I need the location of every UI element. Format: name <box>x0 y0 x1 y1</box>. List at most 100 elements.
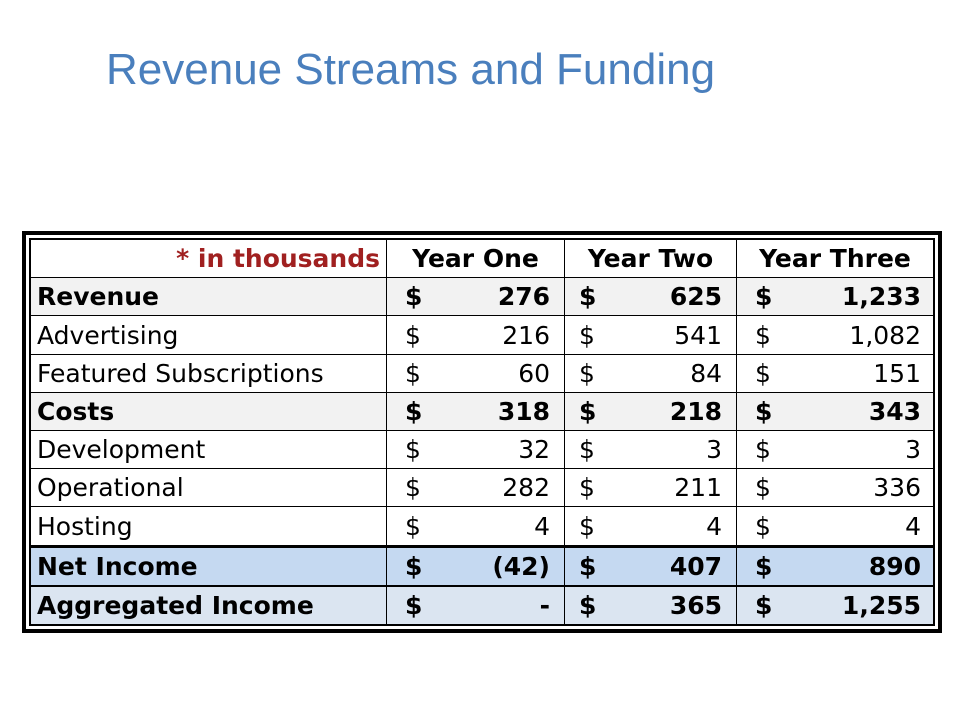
table-row-advertising: Advertising $216 $541 $1,082 <box>31 315 933 354</box>
cell-value: 336 <box>873 473 921 503</box>
year-three-cell: $336 <box>737 469 933 506</box>
cell-value: 60 <box>518 358 550 388</box>
year-one-cell: $60 <box>387 354 565 392</box>
cell-value: 211 <box>674 473 722 503</box>
currency-symbol: $ <box>579 358 595 388</box>
year-one-cell: $282 <box>387 469 565 507</box>
cell-value: 3 <box>706 435 722 465</box>
currency-symbol: $ <box>755 358 771 388</box>
cell-value: 318 <box>497 396 550 426</box>
currency-symbol: $ <box>405 511 421 541</box>
cell-value: 216 <box>502 320 550 350</box>
cell-value: 282 <box>502 473 550 503</box>
column-header-year-three: Year Three <box>759 244 911 274</box>
cell-value: 151 <box>873 358 921 388</box>
year-two-cell: $4 <box>565 507 737 545</box>
currency-symbol: $ <box>579 551 597 581</box>
cell-value: 4 <box>534 511 550 541</box>
currency-symbol: $ <box>579 590 597 620</box>
cell-value: 1,233 <box>841 282 921 312</box>
year-three-cell: $343 <box>737 393 933 430</box>
table-row-aggregated-income: Aggregated Income $ - $365 $1,255 <box>31 584 933 625</box>
cell-value: 365 <box>669 590 722 620</box>
currency-symbol: $ <box>405 435 421 465</box>
cell-value: 343 <box>868 396 921 426</box>
currency-symbol: $ <box>755 551 773 581</box>
year-one-cell: $ - <box>387 586 565 625</box>
year-three-cell: $3 <box>737 431 933 468</box>
cell-value: 1,082 <box>849 320 921 350</box>
currency-symbol: $ <box>405 320 421 350</box>
currency-symbol: $ <box>405 282 423 312</box>
row-label: Development <box>31 431 387 469</box>
row-label: Operational <box>31 469 387 507</box>
currency-symbol: $ <box>755 590 773 620</box>
year-two-cell: $3 <box>565 431 737 469</box>
row-label: Hosting <box>31 507 387 545</box>
year-two-cell: $365 <box>565 586 737 625</box>
currency-symbol: $ <box>579 435 595 465</box>
currency-symbol: $ <box>579 511 595 541</box>
column-header-year-one: Year One <box>387 240 565 278</box>
currency-symbol: $ <box>579 473 595 503</box>
year-two-cell: $84 <box>565 354 737 392</box>
year-one-cell: $4 <box>387 507 565 545</box>
row-label: Costs <box>31 392 387 431</box>
currency-symbol: $ <box>405 590 423 620</box>
row-label: Revenue <box>31 278 387 316</box>
header-units-note: * in thousands <box>31 240 387 278</box>
currency-symbol: $ <box>755 473 771 503</box>
cell-value: 407 <box>669 551 722 581</box>
table-row-hosting: Hosting $4 $4 $4 <box>31 506 933 545</box>
year-three-cell: $1,233 <box>737 278 933 315</box>
currency-symbol: $ <box>579 282 597 312</box>
cell-value: 4 <box>905 511 921 541</box>
cell-value: 1,255 <box>841 590 921 620</box>
table-row-development: Development $32 $3 $3 <box>31 430 933 469</box>
currency-symbol: $ <box>579 320 595 350</box>
table-body: * in thousands Year One Year Two Year Th… <box>29 238 935 626</box>
table-header-row: * in thousands Year One Year Two Year Th… <box>31 240 933 278</box>
cell-value: 890 <box>868 551 921 581</box>
year-three-cell: $890 <box>737 548 933 585</box>
cell-value: 625 <box>669 282 722 312</box>
currency-symbol: $ <box>405 396 423 426</box>
year-two-cell: $407 <box>565 547 737 585</box>
year-two-cell: $211 <box>565 469 737 507</box>
year-one-cell: $32 <box>387 431 565 469</box>
year-three-cell: $151 <box>737 355 933 392</box>
year-one-cell: $276 <box>387 278 565 316</box>
cell-value: (42) <box>492 551 550 581</box>
currency-symbol: $ <box>755 282 773 312</box>
row-label: Advertising <box>31 316 387 354</box>
currency-symbol: $ <box>579 396 597 426</box>
year-two-cell: $541 <box>565 316 737 354</box>
row-label: Featured Subscriptions <box>31 354 387 392</box>
table-row-featured-subscriptions: Featured Subscriptions $60 $84 $151 <box>31 353 933 392</box>
cell-value: 276 <box>497 282 550 312</box>
currency-symbol: $ <box>405 358 421 388</box>
currency-symbol: $ <box>755 435 771 465</box>
funding-table: * in thousands Year One Year Two Year Th… <box>22 231 942 633</box>
row-label: Aggregated Income <box>31 586 387 625</box>
cell-value: 3 <box>905 435 921 465</box>
table-row-costs: Costs $318 $218 $343 <box>31 391 933 431</box>
row-label: Net Income <box>31 547 387 585</box>
year-one-cell: $318 <box>387 392 565 431</box>
currency-symbol: $ <box>405 551 423 581</box>
table-row-revenue: Revenue $276 $625 $1,233 <box>31 277 933 316</box>
table-row-operational: Operational $282 $211 $336 <box>31 468 933 507</box>
year-two-cell: $625 <box>565 278 737 316</box>
page-title: Revenue Streams and Funding <box>106 45 716 94</box>
table-row-net-income: Net Income $ (42) $407 $890 <box>31 544 933 585</box>
cell-value: 541 <box>674 320 722 350</box>
cell-value: 32 <box>518 435 550 465</box>
currency-symbol: $ <box>405 473 421 503</box>
cell-value: - <box>539 590 550 620</box>
currency-symbol: $ <box>755 320 771 350</box>
year-one-cell: $216 <box>387 316 565 354</box>
year-three-cell: $4 <box>737 507 933 544</box>
column-header-year-two: Year Two <box>565 240 737 278</box>
cell-value: 4 <box>706 511 722 541</box>
cell-value: 218 <box>669 396 722 426</box>
